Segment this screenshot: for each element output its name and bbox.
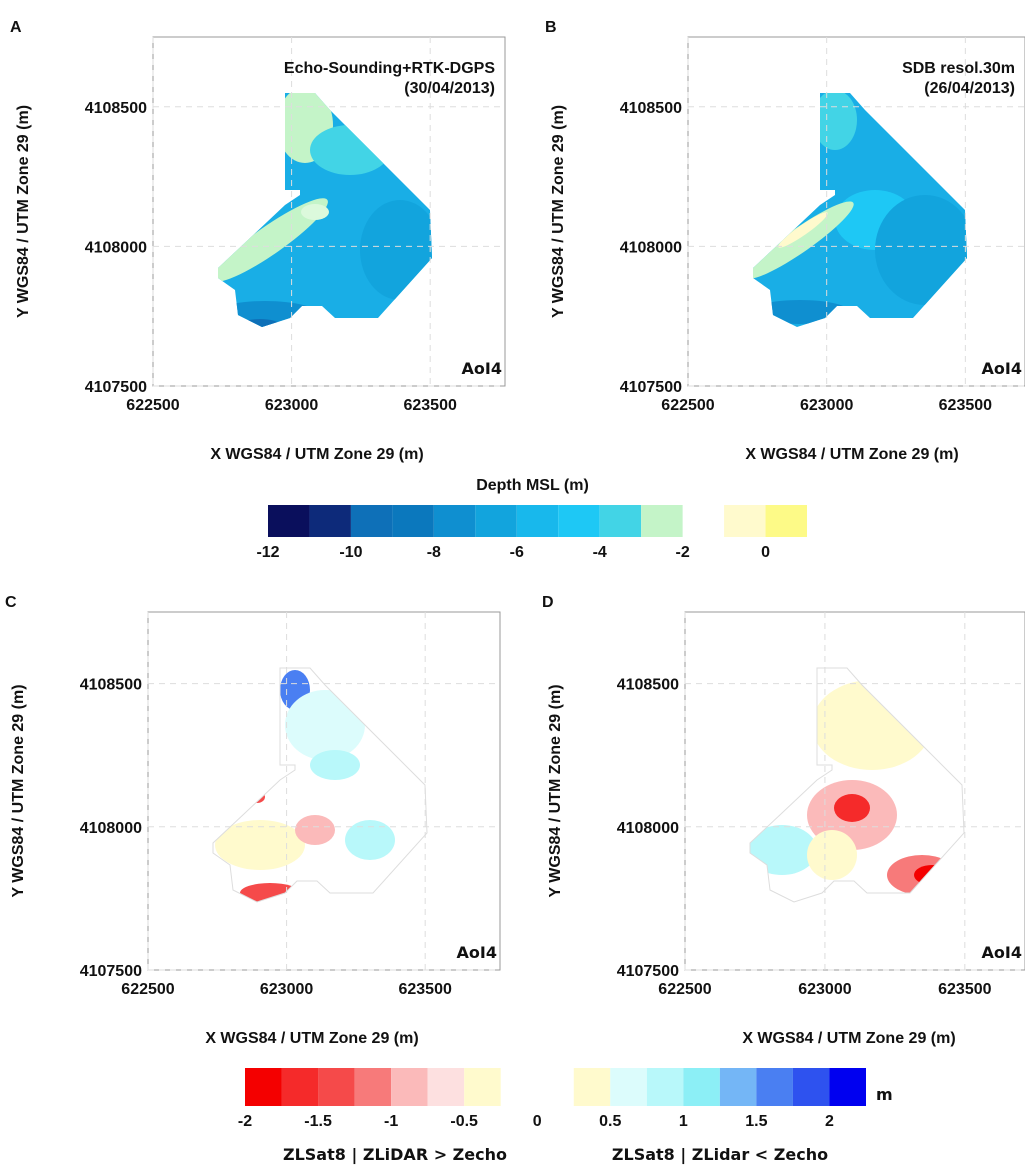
- x-tick-label: 622500: [126, 397, 179, 414]
- colorbar-tick-label: -12: [256, 544, 279, 561]
- colorbar-bin: [558, 505, 600, 537]
- colorbar-bin: [433, 505, 476, 537]
- y-axis-label: Y WGS84 / UTM Zone 29 (m): [547, 684, 564, 897]
- x-tick-label: 623500: [403, 397, 456, 414]
- colorbar-tick-label: 1.5: [745, 1113, 767, 1130]
- y-tick-label: 4108000: [620, 239, 682, 256]
- colorbar-bin: [756, 1068, 793, 1106]
- colorbar-tick-label: -10: [339, 544, 362, 561]
- colorbar-bin: [281, 1068, 319, 1106]
- x-tick-label: 623500: [938, 981, 991, 998]
- colorbar-left-label: ZLSat8 | ZLiDAR > Zecho: [283, 1145, 507, 1165]
- colorbar-right-label: ZLSat8 | ZLidar < Zecho: [612, 1145, 828, 1165]
- colorbar-bin: [610, 1068, 647, 1106]
- panel-letter: C: [5, 594, 17, 611]
- annotation-date: (30/04/2013): [404, 80, 495, 97]
- colorbar-bin: [392, 505, 434, 537]
- x-tick-label: 622500: [121, 981, 174, 998]
- x-axis-label: X WGS84 / UTM Zone 29 (m): [742, 1030, 955, 1047]
- colorbar-tick-label: 0: [761, 544, 770, 561]
- colorbar-bin: [475, 505, 517, 537]
- colorbar-bin: [641, 505, 683, 537]
- y-tick-label: 4108000: [80, 820, 142, 837]
- x-axis-label: X WGS84 / UTM Zone 29 (m): [745, 446, 958, 463]
- colorbar-bin: [765, 505, 807, 537]
- colorbar-bin: [516, 505, 559, 537]
- map-fill: [753, 93, 967, 327]
- colorbar-bin: [573, 1068, 611, 1106]
- x-tick-label: 623500: [939, 397, 992, 414]
- x-tick-label: 622500: [658, 981, 711, 998]
- map-fill: [749, 667, 965, 903]
- colorbar-tick-label: -4: [593, 544, 607, 561]
- colorbar-bin: [683, 1068, 720, 1106]
- colorbar-unit: m: [876, 1085, 893, 1104]
- y-tick-label: 4108500: [620, 100, 682, 117]
- y-tick-label: 4108500: [85, 100, 147, 117]
- y-tick-label: 4108500: [80, 677, 142, 694]
- colorbar-bin: [724, 505, 766, 537]
- colorbar-bin: [268, 505, 310, 537]
- colorbar-tick-label: -2: [238, 1113, 252, 1130]
- x-tick-label: 623000: [265, 397, 318, 414]
- colorbar-bin: [427, 1068, 465, 1106]
- area-label: AoI4: [462, 359, 502, 378]
- y-tick-label: 4108000: [85, 239, 147, 256]
- colorbar-bin: [309, 505, 351, 537]
- y-axis-label: Y WGS84 / UTM Zone 29 (m): [550, 105, 567, 318]
- colorbar-title: Depth MSL (m): [476, 477, 589, 494]
- x-tick-label: 623000: [800, 397, 853, 414]
- area-label: AoI4: [982, 359, 1022, 378]
- map-fill: [212, 667, 428, 903]
- x-axis-label: X WGS84 / UTM Zone 29 (m): [205, 1030, 418, 1047]
- y-tick-label: 4108000: [617, 820, 679, 837]
- x-tick-label: 622500: [661, 397, 714, 414]
- colorbar-bin: [792, 1068, 830, 1106]
- colorbar-tick-label: -2: [675, 544, 689, 561]
- colorbar-bin: [829, 1068, 866, 1106]
- y-tick-label: 4107500: [80, 963, 142, 980]
- y-axis-label: Y WGS84 / UTM Zone 29 (m): [10, 684, 27, 897]
- colorbar-tick-label: 0.5: [599, 1113, 621, 1130]
- colorbar-bin: [719, 1068, 757, 1106]
- colorbar-bin: [391, 1068, 428, 1106]
- colorbar-tick-label: -1.5: [304, 1113, 332, 1130]
- x-axis-label: X WGS84 / UTM Zone 29 (m): [210, 446, 423, 463]
- colorbar-tick-label: 0: [533, 1113, 542, 1130]
- colorbar-tick-label: 1: [679, 1113, 688, 1130]
- y-tick-label: 4107500: [85, 379, 147, 396]
- y-axis-label: Y WGS84 / UTM Zone 29 (m): [15, 105, 32, 318]
- colorbar-bin: [350, 505, 393, 537]
- annotation: SDB resol.30m: [902, 60, 1015, 77]
- colorbar-bin: [599, 505, 642, 537]
- colorbar-tick-label: -0.5: [450, 1113, 478, 1130]
- x-tick-label: 623000: [260, 981, 313, 998]
- colorbar-bin: [245, 1068, 282, 1106]
- colorbar-bin: [464, 1068, 501, 1106]
- x-tick-label: 623000: [798, 981, 851, 998]
- area-label: AoI4: [457, 943, 497, 962]
- annotation-date: (26/04/2013): [924, 80, 1015, 97]
- panel-letter: B: [545, 19, 557, 36]
- colorbar-tick-label: 2: [825, 1113, 834, 1130]
- colorbar-bin: [646, 1068, 684, 1106]
- panel-letter: A: [10, 19, 22, 36]
- colorbar-bin: [354, 1068, 392, 1106]
- y-tick-label: 4107500: [620, 379, 682, 396]
- colorbar-tick-label: -8: [427, 544, 441, 561]
- colorbar-bin: [318, 1068, 355, 1106]
- panel-letter: D: [542, 594, 554, 611]
- x-tick-label: 623500: [398, 981, 451, 998]
- y-tick-label: 4108500: [617, 677, 679, 694]
- annotation: Echo-Sounding+RTK-DGPS: [284, 60, 495, 77]
- map-fill: [218, 93, 432, 327]
- area-label: AoI4: [982, 943, 1022, 962]
- y-tick-label: 4107500: [617, 963, 679, 980]
- colorbar-tick-label: -1: [384, 1113, 398, 1130]
- colorbar-tick-label: -6: [510, 544, 524, 561]
